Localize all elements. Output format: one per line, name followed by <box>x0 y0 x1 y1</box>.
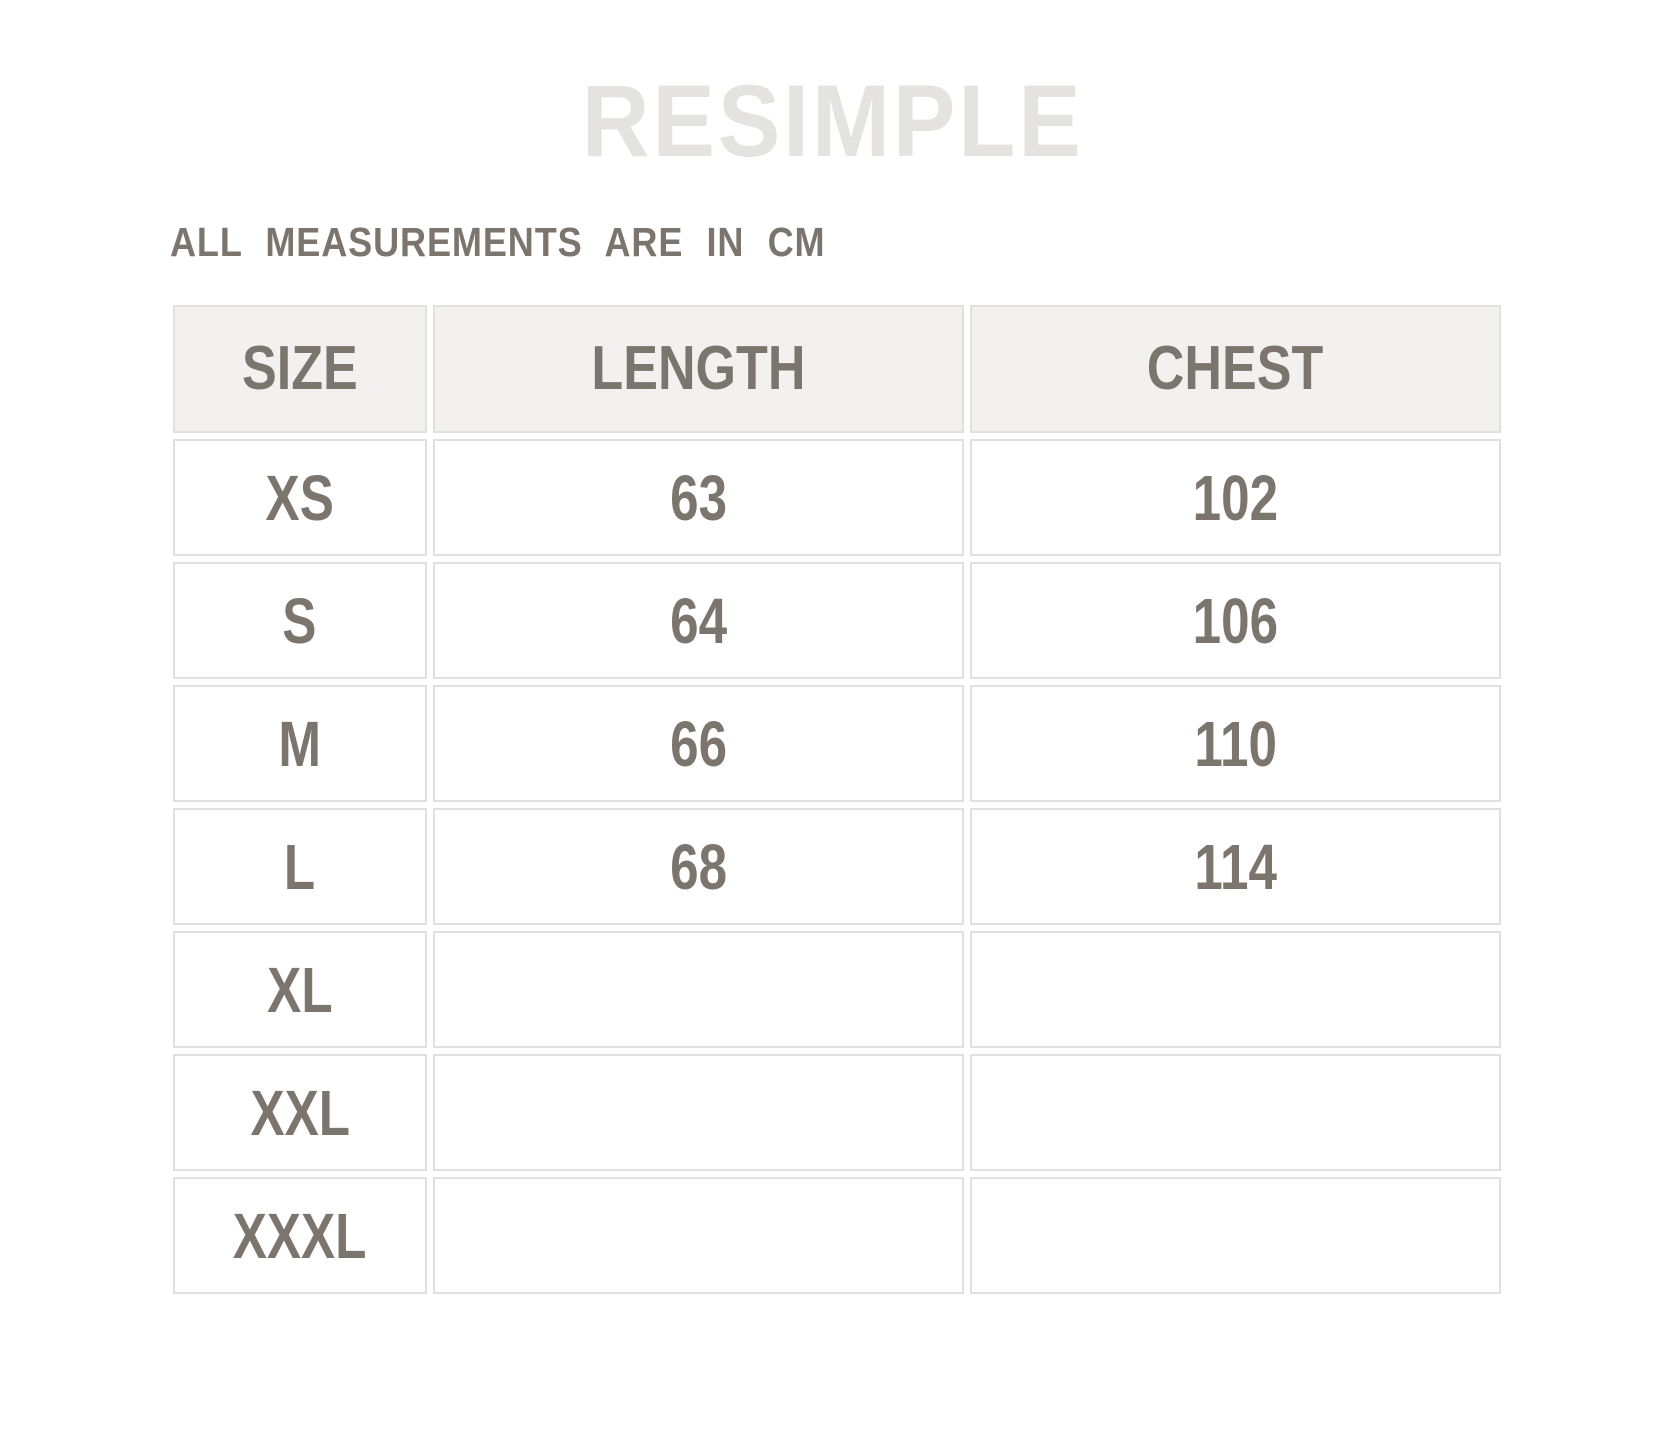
table-row-xl: XL <box>173 931 1501 1048</box>
table-row-xs: XS 63 102 <box>173 439 1501 556</box>
length-value: 68 <box>669 830 727 903</box>
column-header-length-label: LENGTH <box>591 334 806 403</box>
size-value: XXXL <box>232 1199 367 1272</box>
header-row: SIZE LENGTH CHEST <box>173 305 1501 433</box>
chest-cell: 102 <box>969 439 1501 556</box>
size-cell: XXXL <box>173 1177 427 1294</box>
size-value: XL <box>267 953 333 1026</box>
length-cell: 63 <box>432 439 964 556</box>
column-header-size-label: SIZE <box>241 334 358 403</box>
column-header-length: LENGTH <box>432 305 964 433</box>
table-row-m: M 66 110 <box>173 685 1501 802</box>
length-cell <box>432 931 964 1048</box>
length-value: 63 <box>669 461 727 534</box>
size-cell: XL <box>173 931 427 1048</box>
measurement-note-row: ALL MEASUREMENTS ARE IN CM <box>170 222 1666 263</box>
length-cell <box>432 1054 964 1171</box>
length-cell: 66 <box>432 685 964 802</box>
size-value: M <box>278 707 322 780</box>
column-header-chest: CHEST <box>969 305 1501 433</box>
brand-logo: RESIMPLE <box>582 64 1084 178</box>
length-cell: 64 <box>432 562 964 679</box>
chest-cell: 114 <box>969 808 1501 925</box>
length-cell: 68 <box>432 808 964 925</box>
size-cell: M <box>173 685 427 802</box>
chest-cell <box>969 1177 1501 1294</box>
size-value: S <box>282 584 317 657</box>
column-header-chest-label: CHEST <box>1147 334 1324 403</box>
chest-value: 110 <box>1194 707 1277 780</box>
table-row-s: S 64 106 <box>173 562 1501 679</box>
measurement-note: ALL MEASUREMENTS ARE IN CM <box>170 219 826 265</box>
chest-cell <box>969 931 1501 1048</box>
table-row-xxxl: XXXL <box>173 1177 1501 1294</box>
chest-cell <box>969 1054 1501 1171</box>
size-cell: XS <box>173 439 427 556</box>
length-value: 64 <box>669 584 727 657</box>
brand-header: RESIMPLE <box>0 0 1666 172</box>
size-value: XXL <box>249 1076 350 1149</box>
size-value: L <box>284 830 316 903</box>
length-cell <box>432 1177 964 1294</box>
chest-value: 106 <box>1192 584 1279 657</box>
size-cell: XXL <box>173 1054 427 1171</box>
table-row-l: L 68 114 <box>173 808 1501 925</box>
chest-value: 102 <box>1192 461 1279 534</box>
chest-value: 114 <box>1194 830 1277 903</box>
size-value: XS <box>265 461 334 534</box>
chest-cell: 106 <box>969 562 1501 679</box>
size-chart-table: SIZE LENGTH CHEST XS 63 102 S 64 106 M 6… <box>167 299 1507 1300</box>
size-cell: L <box>173 808 427 925</box>
length-value: 66 <box>669 707 727 780</box>
size-cell: S <box>173 562 427 679</box>
chest-cell: 110 <box>969 685 1501 802</box>
size-chart-container: SIZE LENGTH CHEST XS 63 102 S 64 106 M 6… <box>167 299 1507 1300</box>
table-row-xxl: XXL <box>173 1054 1501 1171</box>
column-header-size: SIZE <box>173 305 427 433</box>
